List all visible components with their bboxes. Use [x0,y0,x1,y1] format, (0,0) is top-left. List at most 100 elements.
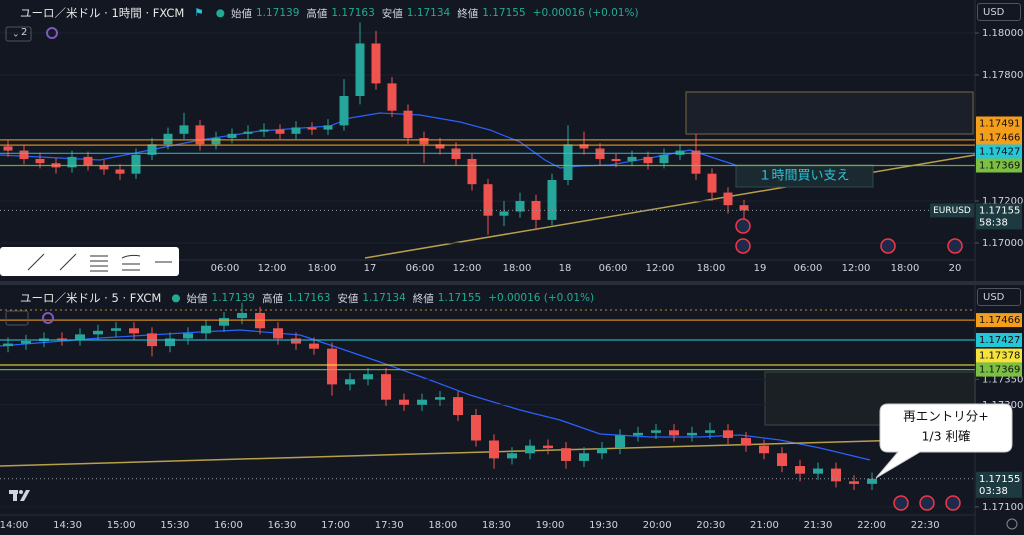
overlays: １時間買い支え 再エントリ分+ 1/3 利確 ⌄ [0,26,1022,530]
toolbar-bg [0,247,179,276]
x-tick-label: 15:30 [160,520,189,531]
indicator-toggle[interactable] [5,310,29,326]
candle-body [507,453,517,459]
candle-body [57,338,67,340]
level-label-bg [976,116,1022,131]
event-icon[interactable] [945,495,961,511]
candle-body [419,137,429,145]
candle-body [195,125,205,145]
change: +0.00016 (+0.01%) [532,7,639,19]
tool-ray[interactable] [59,253,77,271]
high-value: 1.17163 [286,292,331,304]
candle-body [3,343,13,347]
last-price-label: 1.17155 [979,474,1020,485]
event-icon[interactable] [735,238,751,254]
indicator-icon[interactable] [42,312,54,324]
symbol-tag: EURUSD [933,206,971,216]
symbol[interactable]: ユーロ／米ドル · 1時間 · FXCM [20,6,185,20]
settings-icon[interactable] [1006,518,1018,530]
candle-body [291,127,301,134]
level-label-bg [976,362,1022,377]
candle-body [399,399,409,405]
candle-body [659,154,669,164]
candle-body [759,445,769,454]
candle-body [363,374,373,380]
x-tick-label: 18:00 [428,520,457,531]
candle-body [83,156,93,166]
pane-separator [0,281,1024,285]
x-tick-label: 19 [754,263,767,274]
x-tick-label: 18:30 [482,520,511,531]
candle-body [489,440,499,459]
event-icon[interactable] [947,238,963,254]
level-label-bg [976,313,1022,328]
callout-text: 1/3 利確 [921,429,970,444]
candle-body [307,127,317,130]
currency-button[interactable]: USD [977,288,1021,306]
tool-fib[interactable] [90,255,108,272]
last-price-bg [976,471,1022,498]
currency-button[interactable]: USD [977,3,1021,21]
x-tick-label: 21:30 [804,520,833,531]
event-icon[interactable] [893,495,909,511]
symbol-tag-bg [930,203,974,218]
low-label: 安値 [381,7,403,20]
annotation-text: １時間買い支え [758,169,849,184]
symbol[interactable]: ユーロ／米ドル · 5 · FXCM [20,291,162,305]
zone-box [685,91,974,135]
y-tick-label: 1.17100 [982,502,1023,513]
x-tick-label: 16:00 [214,520,243,531]
candle-body [471,415,481,441]
candle-body [131,154,141,174]
candle-body [327,348,337,385]
candle-body [387,83,397,111]
candle-body [669,430,679,436]
candle-body [165,338,175,347]
candle-body [67,156,77,168]
indicator-toggle[interactable] [5,26,32,42]
tool-trendline[interactable] [27,253,45,271]
x-tick-label: 19:30 [589,520,618,531]
y-tick-label: 1.18000 [982,28,1023,39]
open-value: 1.17139 [255,7,300,19]
candle-body [371,43,381,84]
candle-body [467,158,477,185]
candle-body [543,445,553,449]
level-label: 1.17466 [979,315,1020,326]
event-icon[interactable] [735,218,751,234]
x-tick-label: 16:30 [268,520,297,531]
moving-average [0,112,746,169]
candle-body [849,481,859,484]
x-tick-label: 18:00 [891,263,920,274]
high-label: 高値 [261,292,283,305]
last-price-label: 1.17155 [979,205,1020,216]
y-tick-label: 1.17800 [982,70,1023,81]
drawing-toolbar [0,247,179,276]
candle-body [345,379,355,385]
x-tick-label: 15:00 [107,520,136,531]
candle-body [707,173,717,193]
x-tick-label: 14:00 [0,520,28,531]
high-label: 高値 [306,7,328,20]
tool-pitchfork[interactable] [121,254,141,271]
x-tick-label: 20:30 [696,520,725,531]
candle-body [273,328,283,339]
level-label: 1.17491 [979,118,1020,129]
event-icon[interactable] [880,238,896,254]
candle-body [777,453,787,467]
candle-body [417,399,427,405]
candle-body [435,397,445,400]
candle-body [35,158,45,164]
candle-body [403,110,413,138]
x-tick-label: 18:00 [697,263,726,274]
candle-body [813,468,823,474]
candle-body [643,156,653,164]
candle-body [227,133,237,138]
chart-header: ユーロ／米ドル · 5 · FXCM ● 始値 1.17139 高値 1.17163… [4,289,597,307]
status-dot: ● [171,292,181,304]
event-icon[interactable] [919,495,935,511]
trendline [0,437,976,467]
candle-body [115,169,125,174]
indicator-icon[interactable] [46,27,58,39]
